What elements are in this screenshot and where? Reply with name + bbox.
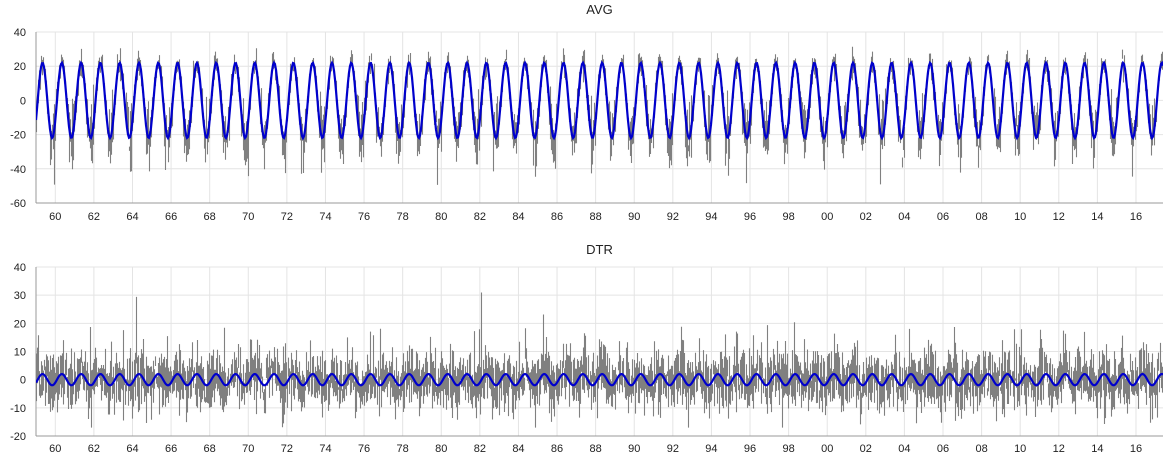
x-tick-label: 04: [898, 211, 910, 223]
x-tick-label: 90: [628, 443, 640, 455]
x-tick-label: 60: [49, 211, 61, 223]
x-tick-label: 88: [590, 211, 602, 223]
x-tick-label: 86: [551, 211, 563, 223]
x-tick-label: 10: [1014, 211, 1026, 223]
y-tick-label: 0: [20, 95, 26, 107]
x-tick-label: 16: [1130, 443, 1142, 455]
y-tick-label: -60: [10, 198, 26, 210]
x-tick-label: 66: [165, 211, 177, 223]
y-tick-label: 40: [14, 27, 26, 39]
annual-cycle-line: [36, 372, 1163, 387]
x-tick-label: 70: [242, 443, 254, 455]
y-tick-label: -20: [10, 130, 26, 142]
x-tick-label: 76: [358, 443, 370, 455]
x-tick-label: 78: [397, 211, 409, 223]
x-tick-label: 70: [242, 211, 254, 223]
x-tick-label: 12: [1053, 443, 1065, 455]
y-tick-label: 20: [14, 318, 26, 330]
x-tick-label: 02: [860, 443, 872, 455]
x-tick-label: 84: [512, 443, 524, 455]
x-tick-label: 92: [667, 211, 679, 223]
x-tick-label: 06: [937, 211, 949, 223]
x-tick-label: 98: [782, 443, 794, 455]
x-tick-label: 82: [474, 443, 486, 455]
y-tick-label: -10: [10, 403, 26, 415]
x-tick-label: 96: [744, 443, 756, 455]
x-tick-label: 76: [358, 211, 370, 223]
x-tick-label: 04: [898, 443, 910, 455]
x-tick-label: 86: [551, 443, 563, 455]
y-tick-label: 30: [14, 290, 26, 302]
x-tick-label: 74: [319, 211, 331, 223]
x-tick-label: 06: [937, 443, 949, 455]
x-tick-label: 80: [435, 443, 447, 455]
x-tick-label: 08: [975, 211, 987, 223]
x-tick-label: 68: [204, 211, 216, 223]
x-tick-label: 92: [667, 443, 679, 455]
x-tick-label: 64: [126, 443, 138, 455]
x-tick-label: 84: [512, 211, 524, 223]
y-tick-label: 40: [14, 262, 26, 274]
x-tick-label: 94: [705, 211, 717, 223]
x-tick-label: 78: [397, 443, 409, 455]
chart-title: AVG: [586, 2, 613, 17]
x-tick-label: 64: [126, 211, 138, 223]
x-tick-label: 90: [628, 211, 640, 223]
x-tick-label: 98: [782, 211, 794, 223]
chart-title: DTR: [586, 242, 613, 257]
annual-cycle-line: [36, 60, 1163, 141]
y-tick-label: 20: [14, 61, 26, 73]
x-tick-label: 14: [1091, 443, 1103, 455]
x-tick-label: 66: [165, 443, 177, 455]
x-tick-label: 00: [821, 211, 833, 223]
y-tick-label: 10: [14, 347, 26, 359]
x-tick-label: 10: [1014, 443, 1026, 455]
x-tick-label: 96: [744, 211, 756, 223]
x-tick-label: 72: [281, 211, 293, 223]
x-tick-label: 60: [49, 443, 61, 455]
x-tick-label: 08: [975, 443, 987, 455]
x-tick-label: 82: [474, 211, 486, 223]
x-tick-label: 62: [88, 211, 100, 223]
x-tick-label: 68: [204, 443, 216, 455]
dtr-chart: DTR 60 62 64 66 68 70 72 74 76 78 80 82 84 86 88 90 92 94 9…: [10, 242, 1163, 455]
y-tick-label: 0: [20, 375, 26, 387]
x-tick-label: 02: [860, 211, 872, 223]
y-tick-label: -40: [10, 164, 26, 176]
x-tick-label: 74: [319, 443, 331, 455]
x-tick-label: 16: [1130, 211, 1142, 223]
avg-chart: AVG 60 62 64 66 68 70 72 74 76 78 80 82 84 86 88 90 92 94 9…: [10, 2, 1163, 223]
x-tick-label: 88: [590, 443, 602, 455]
y-tick-label: -20: [10, 431, 26, 443]
x-tick-label: 80: [435, 211, 447, 223]
x-tick-label: 14: [1091, 211, 1103, 223]
x-tick-label: 62: [88, 443, 100, 455]
x-tick-label: 94: [705, 443, 717, 455]
x-tick-label: 00: [821, 443, 833, 455]
x-tick-label: 72: [281, 443, 293, 455]
x-tick-label: 12: [1053, 211, 1065, 223]
